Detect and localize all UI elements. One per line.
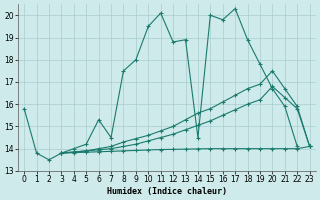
X-axis label: Humidex (Indice chaleur): Humidex (Indice chaleur) <box>107 187 227 196</box>
